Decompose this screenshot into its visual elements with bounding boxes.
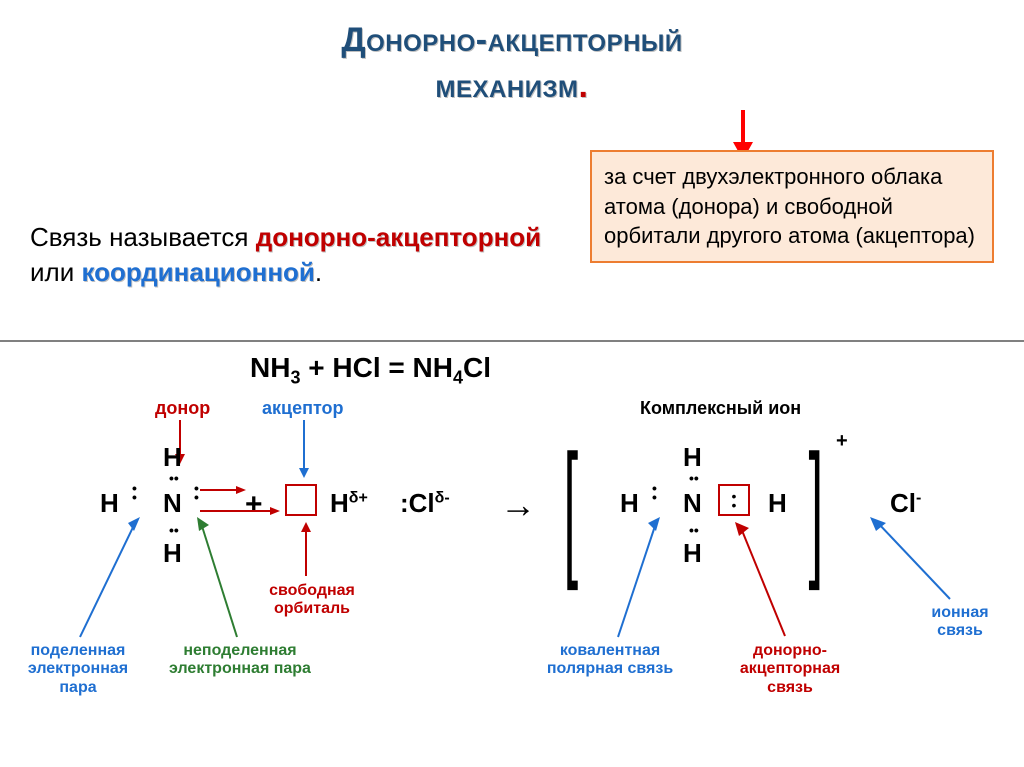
- reaction-diagram: NH3 + HCl = NH4Cl донор акцептор Комплек…: [0, 340, 1024, 760]
- eq-hcl: HCl: [332, 352, 380, 383]
- eq-equals: =: [381, 352, 413, 383]
- right-bracket: ]: [809, 432, 824, 582]
- label-donor: донор: [155, 398, 210, 419]
- prod-h-left: H: [620, 488, 639, 519]
- label-da-bond: донорно-акцепторная связь: [720, 642, 860, 697]
- h-cation-charge: δ+: [349, 489, 368, 506]
- free-orbital-arrow-icon: [298, 522, 314, 580]
- body-prefix: Связь называется: [30, 222, 256, 252]
- da-arrow2-icon: [200, 506, 280, 516]
- label-ionic-bond: ионная связь: [910, 604, 1010, 641]
- page-title: Донорно-акцепторный механизм.: [0, 0, 1024, 110]
- da-bond-arrow-icon: [735, 522, 795, 640]
- free-orbital-box: [285, 484, 317, 516]
- left-bracket: [: [564, 432, 579, 582]
- reactant-dots-right: ••: [194, 484, 199, 502]
- term-coordination: координационной: [81, 257, 314, 287]
- prod-h-right: H: [768, 488, 787, 519]
- eq-3: 3: [290, 368, 300, 388]
- prod-dots-left: ••: [652, 484, 657, 502]
- eq-4: 4: [453, 368, 463, 388]
- cov-polar-arrow-icon: [608, 517, 668, 641]
- body-text: Связь называется донорно-акцепторной или…: [30, 220, 550, 290]
- title-line1: Донорно-акцепторный: [341, 21, 682, 59]
- h-cation: Hδ+: [330, 488, 368, 519]
- prod-orbital-box: ••: [718, 484, 750, 516]
- callout-text: за счет двухэлектронного облака атома (д…: [604, 164, 975, 248]
- cl-charge: δ-: [435, 489, 450, 506]
- body-suffix: .: [315, 257, 322, 287]
- callout-box: за счет двухэлектронного облака атома (д…: [590, 150, 994, 263]
- reactant-dots-left: ••: [132, 484, 137, 502]
- shared-pair-arrow-icon: [70, 517, 140, 641]
- reactant-h-top: H: [163, 442, 182, 473]
- term-donor-acceptor: донорно-акцепторной: [256, 222, 541, 252]
- chemical-equation: NH3 + HCl = NH4Cl: [250, 352, 491, 389]
- label-complex-ion: Комплексный ион: [640, 398, 801, 419]
- cl-anion: :Clδ-: [400, 488, 450, 519]
- prod-h-bottom: H: [683, 538, 702, 569]
- ionic-bond-arrow-icon: [870, 517, 960, 603]
- h-cation-h: H: [330, 488, 349, 518]
- title-period: .: [579, 67, 589, 105]
- prod-dots-top: ••: [689, 470, 699, 486]
- body-mid: или: [30, 257, 81, 287]
- acceptor-arrow-icon: [296, 420, 312, 478]
- label-lone-pair: неподеленная электронная пара: [165, 642, 315, 679]
- cl-text: :Cl: [400, 488, 435, 518]
- label-acceptor: акцептор: [262, 398, 344, 419]
- eq-nh4: NH: [413, 352, 453, 383]
- eq-cl: Cl: [463, 352, 491, 383]
- lone-pair-arrow-icon: [197, 517, 247, 641]
- eq-nh: NH: [250, 352, 290, 383]
- title-line2: механизм: [436, 67, 579, 105]
- bracket-plus: +: [836, 430, 848, 453]
- prod-cl-text: Cl: [890, 488, 916, 518]
- label-shared-pair: поделенная электронная пара: [8, 642, 148, 697]
- prod-n: N: [683, 488, 702, 519]
- da-arrow1-icon: [200, 485, 246, 495]
- prod-dots-bottom: ••: [689, 522, 699, 538]
- prod-cl-charge: -: [916, 489, 921, 506]
- label-free-orbital: свободная орбиталь: [252, 582, 372, 619]
- reactant-h-left: H: [100, 488, 119, 519]
- reactant-dots-top: ••: [169, 470, 179, 486]
- eq-plus: +: [300, 352, 332, 383]
- reactant-h-bottom: H: [163, 538, 182, 569]
- reaction-arrow-icon: →: [500, 484, 536, 526]
- plus-sign: +: [245, 488, 263, 522]
- prod-cl: Cl-: [890, 488, 921, 519]
- label-covalent-polar: ковалентная полярная связь: [540, 642, 680, 679]
- prod-h-top: H: [683, 442, 702, 473]
- reactant-dots-bottom: ••: [169, 522, 179, 538]
- reactant-n: N: [163, 488, 182, 519]
